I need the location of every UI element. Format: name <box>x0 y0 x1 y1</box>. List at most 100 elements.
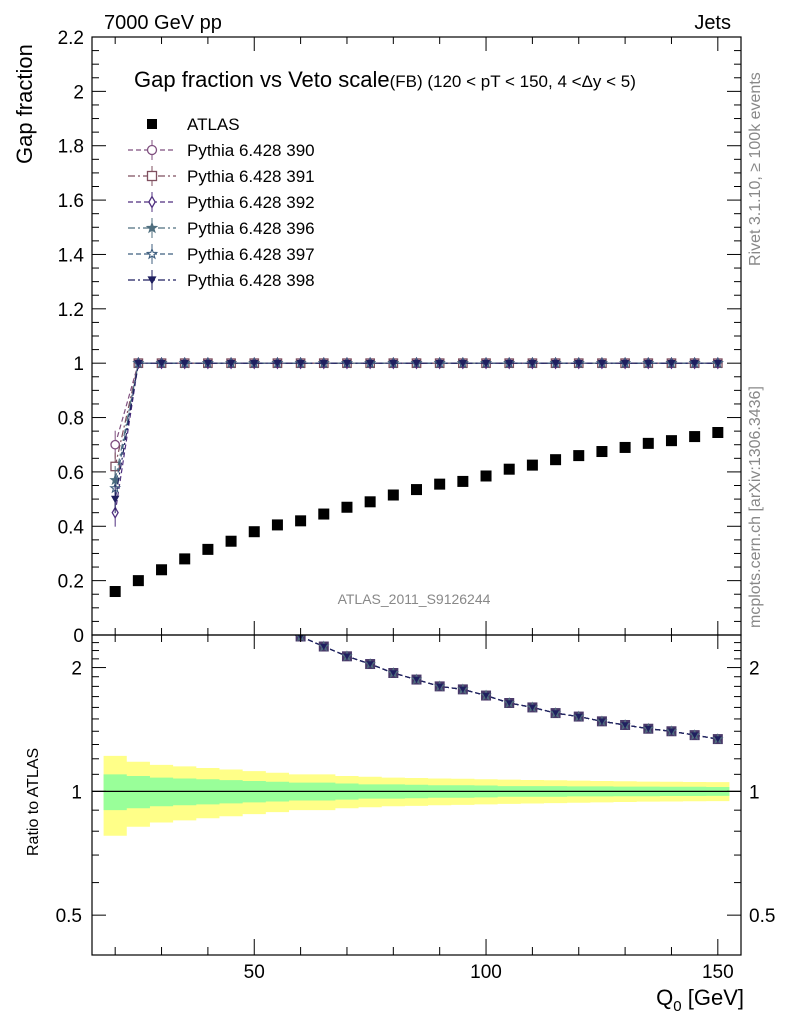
data-point <box>156 564 168 576</box>
data-point <box>526 459 538 471</box>
ratio-line-2 <box>293 635 718 740</box>
data-point <box>481 359 491 368</box>
data-point <box>248 526 260 538</box>
ratio-ytick-label-right: 1 <box>749 782 760 803</box>
main-ytick-label: 0 <box>73 626 84 647</box>
data-point <box>550 454 562 466</box>
data-point <box>271 519 283 531</box>
data-point <box>412 359 421 368</box>
ratio-point-tri <box>389 670 397 677</box>
series-line-4 <box>114 362 718 481</box>
data-point <box>505 359 514 368</box>
ratio-point-tri <box>598 718 606 725</box>
data-point <box>457 475 469 487</box>
data-point <box>435 359 444 368</box>
ratio-line-3 <box>293 635 718 740</box>
ratio-xtick-label: 150 <box>702 962 734 983</box>
legend-marker <box>147 119 157 129</box>
data-point <box>712 426 724 438</box>
data-point <box>411 484 422 496</box>
data-point <box>319 359 328 368</box>
ratio-point-tri <box>714 736 722 743</box>
data-point <box>596 446 608 458</box>
data-point <box>458 359 468 368</box>
data-point <box>689 431 701 443</box>
data-point <box>665 435 677 447</box>
data-point <box>341 501 353 513</box>
data-point <box>597 359 607 368</box>
data-point <box>180 359 189 368</box>
ratio-point-tri <box>505 700 513 707</box>
data-point <box>226 359 236 368</box>
legend-marker <box>146 144 158 156</box>
ratio-point-tri <box>343 653 351 660</box>
ratio-point-tri <box>552 710 560 717</box>
data-point <box>434 478 446 490</box>
ratio-point-tri <box>482 692 490 700</box>
data-point <box>157 359 166 368</box>
legend-marker <box>145 221 159 234</box>
ratio-xlabel: Q0 [GeV] <box>656 985 744 1015</box>
main-ytick-label: 1.2 <box>58 300 84 321</box>
data-point <box>690 359 699 368</box>
rivet-label: Rivet 3.1.10, ≥ 100k events <box>747 72 764 266</box>
data-point <box>296 359 305 368</box>
data-point <box>389 359 398 368</box>
legend-label: Pythia 6.428 396 <box>187 219 315 238</box>
data-point <box>480 470 492 482</box>
ratio-point-tri <box>621 722 629 729</box>
data-point <box>295 515 307 527</box>
data-point <box>202 543 214 555</box>
data-point <box>225 535 237 547</box>
data-point <box>644 359 653 368</box>
legend-marker <box>146 170 158 182</box>
data-point <box>110 495 120 504</box>
ratio-point-tri <box>691 732 699 739</box>
xlabel-q: Q <box>656 985 673 1010</box>
ratio-point-tri <box>575 713 583 721</box>
main-ytick-label: 1.4 <box>58 245 85 266</box>
legend-label: Pythia 6.428 390 <box>187 141 315 160</box>
mcplots-label: mcplots.cern.ch [arXiv:1306.3436] <box>747 386 764 628</box>
legend-marker <box>145 247 159 260</box>
ratio-point-tri <box>667 728 675 735</box>
header-left: 7000 GeV pp <box>104 12 222 34</box>
data-point <box>109 586 121 598</box>
ratio-xtick-label: 50 <box>244 962 265 983</box>
main-panel: 0 0.2 0.4 0.6 0.8 1 1.2 1.4 1.6 1.8 2 2.2 <box>58 28 742 647</box>
data-point <box>387 489 399 501</box>
data-point <box>342 359 352 368</box>
data-point <box>179 553 191 565</box>
data-point <box>318 508 330 520</box>
header-right: Jets <box>694 12 731 34</box>
data-point <box>528 359 537 368</box>
legend-label: Pythia 6.428 392 <box>187 193 315 212</box>
data-point <box>132 575 144 587</box>
data-point <box>642 437 654 449</box>
ratio-xtick-label: 100 <box>470 962 502 983</box>
main-ytick-label: 0.4 <box>58 517 85 538</box>
data-point <box>667 359 676 368</box>
ratio-ytick-label-right: 2 <box>749 659 760 680</box>
legend-label: ATLAS <box>187 115 240 134</box>
ratio-ytick-label: 1 <box>71 782 82 803</box>
data-point <box>503 463 515 475</box>
ratio-ytick-label: 2 <box>71 659 82 680</box>
ratio-ylabel: Ratio to ATLAS <box>25 748 42 856</box>
ratio-point-tri <box>644 725 652 733</box>
legend-label: Pythia 6.428 398 <box>187 271 315 290</box>
ratio-point-tri <box>459 686 467 693</box>
data-point <box>573 450 585 462</box>
data-point <box>365 359 375 368</box>
main-ytick-label: 0.6 <box>58 463 84 484</box>
data-point <box>713 359 723 368</box>
main-ytick-label: 1.8 <box>58 137 84 158</box>
main-ytick-label: 2.2 <box>58 28 84 49</box>
ratio-line-1 <box>293 635 718 740</box>
data-point <box>203 359 213 368</box>
data-point <box>574 359 583 368</box>
data-point <box>250 359 259 368</box>
main-ytick-label: 0.8 <box>58 409 84 430</box>
ratio-ytick-label: 0.5 <box>56 906 82 927</box>
main-ytick-label: 0.2 <box>58 572 84 593</box>
